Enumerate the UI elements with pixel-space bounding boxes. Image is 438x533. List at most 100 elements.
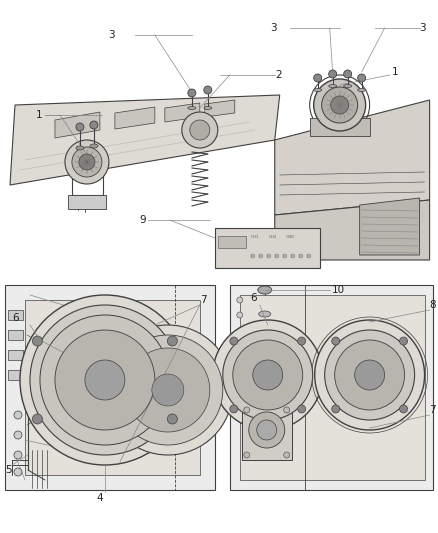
Text: 5: 5 <box>5 465 12 475</box>
Circle shape <box>249 412 285 448</box>
Circle shape <box>230 337 238 345</box>
Circle shape <box>126 348 210 432</box>
Text: GND: GND <box>286 235 295 239</box>
Ellipse shape <box>90 144 98 148</box>
Bar <box>8 330 23 340</box>
Circle shape <box>113 335 223 445</box>
Ellipse shape <box>344 85 352 87</box>
Circle shape <box>152 374 184 406</box>
Ellipse shape <box>314 88 321 92</box>
Text: 9: 9 <box>140 215 146 225</box>
Circle shape <box>65 140 109 184</box>
Ellipse shape <box>328 85 337 87</box>
Circle shape <box>30 305 180 455</box>
Bar <box>8 310 23 320</box>
Circle shape <box>55 330 155 430</box>
Circle shape <box>259 254 263 258</box>
Bar <box>215 228 320 268</box>
Polygon shape <box>115 107 155 129</box>
Circle shape <box>188 89 196 97</box>
Circle shape <box>230 405 238 413</box>
Text: CH2: CH2 <box>268 235 277 239</box>
Circle shape <box>298 405 306 413</box>
Text: 6: 6 <box>12 313 18 323</box>
Circle shape <box>40 315 170 445</box>
Circle shape <box>190 120 210 140</box>
Circle shape <box>344 70 352 78</box>
Ellipse shape <box>259 311 271 317</box>
Circle shape <box>233 340 303 410</box>
Circle shape <box>332 337 340 345</box>
Circle shape <box>299 254 303 258</box>
Bar <box>8 370 23 380</box>
Circle shape <box>90 121 98 129</box>
Circle shape <box>251 254 255 258</box>
Polygon shape <box>25 300 200 475</box>
Text: 4: 4 <box>97 493 103 503</box>
Ellipse shape <box>76 146 84 150</box>
Text: 1: 1 <box>392 67 398 77</box>
Circle shape <box>267 254 271 258</box>
Circle shape <box>298 337 306 345</box>
Circle shape <box>355 360 385 390</box>
Circle shape <box>85 360 125 400</box>
Circle shape <box>167 336 177 346</box>
Circle shape <box>253 360 283 390</box>
Polygon shape <box>5 285 215 490</box>
Circle shape <box>14 431 22 439</box>
Circle shape <box>307 254 311 258</box>
Bar <box>8 350 23 360</box>
Circle shape <box>314 74 321 82</box>
Ellipse shape <box>358 88 366 92</box>
Polygon shape <box>275 200 430 260</box>
Polygon shape <box>10 95 280 185</box>
Circle shape <box>20 295 190 465</box>
Circle shape <box>332 405 340 413</box>
Bar <box>218 236 246 248</box>
Circle shape <box>399 337 407 345</box>
Circle shape <box>14 451 22 459</box>
Polygon shape <box>230 285 433 490</box>
Text: 7: 7 <box>200 295 206 305</box>
Circle shape <box>244 452 250 458</box>
Text: 7: 7 <box>430 405 436 415</box>
Circle shape <box>257 420 277 440</box>
Text: 6: 6 <box>250 293 256 303</box>
Text: 2: 2 <box>276 70 283 80</box>
Polygon shape <box>360 198 420 255</box>
Circle shape <box>244 407 250 413</box>
Ellipse shape <box>188 107 196 109</box>
Circle shape <box>237 312 243 318</box>
Text: 1: 1 <box>36 110 42 120</box>
Circle shape <box>14 411 22 419</box>
Circle shape <box>399 405 407 413</box>
Circle shape <box>79 154 95 170</box>
Polygon shape <box>55 112 100 138</box>
Ellipse shape <box>204 107 212 109</box>
Circle shape <box>321 87 358 123</box>
Circle shape <box>331 96 349 114</box>
Ellipse shape <box>258 286 272 294</box>
Polygon shape <box>240 295 424 480</box>
Circle shape <box>335 340 405 410</box>
Text: CH1: CH1 <box>251 235 259 239</box>
Text: 3: 3 <box>108 30 114 40</box>
Circle shape <box>32 336 42 346</box>
Polygon shape <box>275 100 430 215</box>
Circle shape <box>167 414 177 424</box>
Text: 8: 8 <box>430 300 436 310</box>
Circle shape <box>328 70 337 78</box>
Circle shape <box>284 452 290 458</box>
Circle shape <box>275 254 279 258</box>
Circle shape <box>182 112 218 148</box>
Circle shape <box>358 74 366 82</box>
Circle shape <box>325 330 415 420</box>
Bar <box>68 195 106 209</box>
Circle shape <box>32 414 42 424</box>
Circle shape <box>72 147 102 177</box>
Text: 10: 10 <box>332 285 345 295</box>
Circle shape <box>283 254 287 258</box>
Bar <box>310 118 370 136</box>
Text: 3: 3 <box>270 23 276 33</box>
Circle shape <box>284 407 290 413</box>
